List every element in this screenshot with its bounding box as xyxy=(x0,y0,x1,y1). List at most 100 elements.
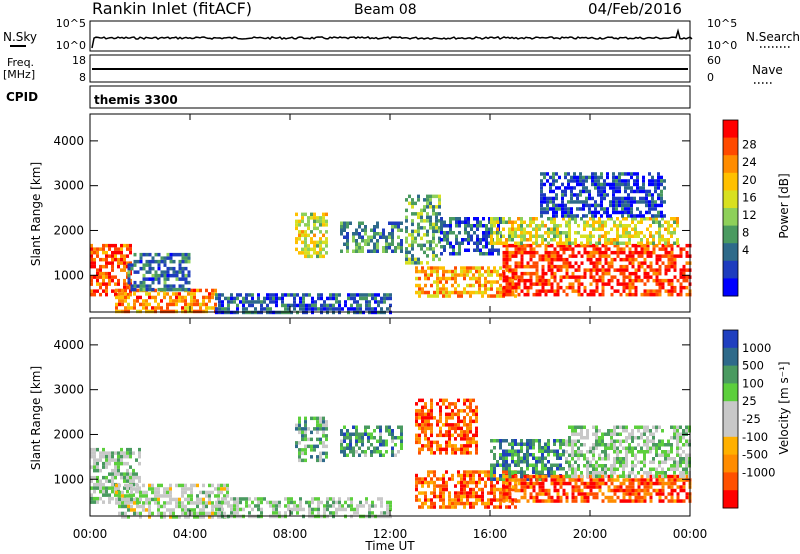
range-gate-cell xyxy=(583,234,586,238)
range-gate-cell xyxy=(172,284,176,288)
range-gate-cell xyxy=(502,289,506,293)
range-gate-cell xyxy=(304,434,307,438)
range-gate-cell xyxy=(556,478,560,482)
range-gate-cell xyxy=(178,504,181,509)
range-gate-cell xyxy=(218,511,221,515)
range-gate-cell xyxy=(643,481,647,486)
freq-right-tick-low: 0 xyxy=(707,71,714,84)
range-gate-cell xyxy=(391,242,394,246)
range-gate-cell xyxy=(682,478,686,482)
range-gate-cell xyxy=(102,282,105,286)
nave-label: Nave xyxy=(752,63,783,77)
range-gate-cell xyxy=(664,443,667,447)
range-gate-cell xyxy=(631,243,635,248)
range-gate-cell xyxy=(338,303,341,308)
range-gate-cell xyxy=(245,500,248,505)
range-gate-cell xyxy=(511,227,514,231)
range-gate-cell xyxy=(682,460,685,464)
range-gate-cell xyxy=(676,474,680,479)
range-gate-cell xyxy=(646,278,650,283)
range-gate-cell xyxy=(154,497,157,502)
range-gate-cell xyxy=(559,243,563,248)
range-gate-cell xyxy=(322,254,325,259)
range-gate-cell xyxy=(463,430,466,434)
range-gate-cell xyxy=(90,243,93,248)
range-gate-cell xyxy=(421,409,424,413)
range-gate-cell xyxy=(541,271,545,276)
range-gate-cell xyxy=(275,300,278,304)
range-gate-cell xyxy=(463,480,466,485)
range-gate-cell xyxy=(400,439,403,443)
range-gate-cell xyxy=(166,284,170,288)
range-gate-cell xyxy=(508,487,511,492)
range-gate-cell xyxy=(636,175,639,180)
range-gate-cell xyxy=(508,499,512,503)
range-gate-cell xyxy=(511,243,515,248)
range-gate-cell xyxy=(538,278,542,283)
range-gate-cell xyxy=(466,480,469,485)
range-gate-cell xyxy=(114,275,117,279)
range-gate-cell xyxy=(624,203,627,208)
range-gate-cell xyxy=(305,303,308,308)
range-gate-cell xyxy=(627,214,630,218)
range-gate-cell xyxy=(622,478,626,482)
range-gate-cell xyxy=(685,261,689,265)
range-gate-cell xyxy=(526,467,529,471)
range-gate-cell xyxy=(658,231,661,235)
range-gate-cell xyxy=(673,289,677,293)
range-gate-cell xyxy=(96,278,99,283)
range-gate-cell xyxy=(454,276,457,281)
range-gate-cell xyxy=(550,275,554,279)
range-gate-cell xyxy=(541,268,545,272)
range-gate-cell xyxy=(435,229,438,234)
range-gate-cell xyxy=(591,182,594,187)
range-gate-cell xyxy=(148,515,151,519)
range-gate-cell xyxy=(245,497,248,501)
range-gate-cell xyxy=(111,451,114,455)
range-gate-cell xyxy=(640,231,643,235)
range-gate-cell xyxy=(601,254,605,258)
range-gate-cell xyxy=(646,264,650,269)
range-gate-cell xyxy=(418,398,421,403)
range-gate-cell xyxy=(118,302,121,307)
range-gate-cell xyxy=(430,447,433,452)
range-gate-cell xyxy=(475,280,478,284)
range-gate-cell xyxy=(667,467,670,471)
range-gate-cell xyxy=(458,252,461,256)
range-gate-cell xyxy=(511,254,515,258)
range-gate-cell xyxy=(488,227,491,231)
range-gate-cell xyxy=(634,474,637,478)
range-gate-cell xyxy=(388,429,391,433)
range-gate-cell xyxy=(670,250,674,255)
range-gate-cell xyxy=(181,490,184,495)
range-gate-cell xyxy=(257,504,260,508)
range-gate-cell xyxy=(304,444,307,449)
range-gate-cell xyxy=(105,292,108,297)
range-gate-cell xyxy=(661,471,664,475)
range-gate-cell xyxy=(667,289,671,293)
range-gate-cell xyxy=(364,225,367,229)
range-gate-cell xyxy=(361,439,364,443)
range-gate-cell xyxy=(574,268,578,272)
range-gate-cell xyxy=(559,456,562,460)
range-gate-cell xyxy=(547,439,550,443)
range-gate-cell xyxy=(432,254,435,258)
range-gate-cell xyxy=(415,283,418,288)
range-gate-cell xyxy=(610,285,614,290)
range-gate-cell xyxy=(427,423,430,427)
range-gate-cell xyxy=(472,440,475,445)
range-gate-cell xyxy=(172,266,176,271)
range-gate-cell xyxy=(613,492,617,496)
range-gate-cell xyxy=(175,302,178,307)
range-gate-cell xyxy=(619,450,622,454)
range-gate-cell xyxy=(99,454,102,459)
range-gate-cell xyxy=(511,449,514,453)
range-gate-cell xyxy=(290,497,293,501)
range-gate-cell xyxy=(547,488,551,493)
range-gate-cell xyxy=(457,294,460,298)
range-gate-cell xyxy=(633,189,636,194)
range-gate-cell xyxy=(606,214,609,218)
range-gate-cell xyxy=(127,277,131,281)
range-gate-cell xyxy=(451,501,454,506)
range-gate-cell xyxy=(670,488,674,493)
